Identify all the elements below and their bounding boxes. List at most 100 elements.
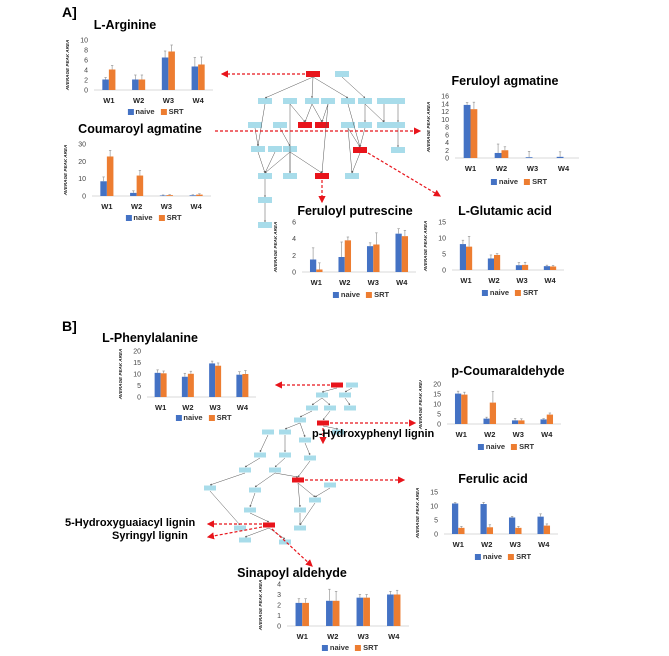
bar-naive-w4 <box>543 266 550 270</box>
bar-naive-w3 <box>159 195 167 196</box>
bar-srt-w4 <box>196 194 203 196</box>
x-tick-label: W2 <box>182 403 193 412</box>
legend-item-naive: naive <box>481 288 510 297</box>
bar-naive-w2 <box>480 504 487 534</box>
compound-node <box>391 98 405 104</box>
legend-swatch-naive <box>490 179 497 186</box>
y-axis-label: AVERAGE PEAK AREA <box>273 222 278 274</box>
compound-node <box>249 487 261 493</box>
bar-srt-w1 <box>106 156 114 196</box>
legend-item-srt: SRT <box>508 552 531 561</box>
p-hydroxyphenyl-lignin-label: p-Hydroxyphenyl lignin <box>312 428 435 440</box>
chart-legend: naive SRT <box>477 442 534 451</box>
bar-srt-w2 <box>489 402 497 424</box>
chart-feruloyl-agmatine: AVERAGE PEAK AREA 0 2 4 6 8 10 12 14 16 W1 W2 W3 W4 <box>423 92 583 179</box>
chart-title-feruloyl-putrescine: Feruloyl putrescine <box>297 204 413 218</box>
legend-label-naive: naive <box>482 552 503 561</box>
highlighted-compound-node <box>292 477 304 483</box>
compound-node <box>294 417 306 423</box>
bar-naive-w2 <box>338 257 345 272</box>
y-tick-label: 4 <box>84 68 88 75</box>
legend-swatch-srt <box>524 179 531 186</box>
pathway-edge <box>344 387 353 393</box>
compound-node <box>299 437 311 443</box>
y-tick-label: 8 <box>445 125 449 132</box>
bar-srt-w2 <box>486 527 494 534</box>
x-tick-label: W1 <box>465 164 476 173</box>
pathway-edge <box>321 103 329 123</box>
compound-node <box>258 222 272 228</box>
y-tick-label: 6 <box>445 132 449 139</box>
legend-item-srt: SRT <box>160 107 184 116</box>
compound-node <box>332 429 344 435</box>
pathway-edge <box>289 151 323 174</box>
y-tick-label: 0 <box>292 270 296 277</box>
legend-label-srt: SRT <box>216 413 232 422</box>
legend-label-naive: naive <box>489 288 510 297</box>
pathway-edge <box>264 151 291 174</box>
y-tick-label: 20 <box>133 349 141 356</box>
pathway-edge <box>299 410 313 418</box>
legend-item-srt: SRT <box>515 288 538 297</box>
y-axis-label: AVERAGE PEAK AREA <box>65 40 70 92</box>
compound-node <box>358 98 372 104</box>
bar-naive-w1 <box>454 393 462 424</box>
bar-srt-w4 <box>242 374 249 397</box>
bar-naive-w3 <box>525 157 533 158</box>
bar-naive-w2 <box>132 79 139 90</box>
highlighted-compound-node <box>263 522 275 528</box>
bar-srt-w1 <box>108 69 116 90</box>
legend-swatch-srt <box>158 215 165 222</box>
compound-node <box>254 452 266 458</box>
x-tick-label: W1 <box>453 540 464 549</box>
pathway-edge <box>259 434 269 453</box>
pathway-edge <box>209 472 246 486</box>
chart-coumaroyl-agmatine: AVERAGE PEAK AREA 0 10 20 30 W1 W2 W3 W4 <box>60 140 215 217</box>
highlighted-compound-node <box>315 122 329 128</box>
highlighted-compound-node <box>298 122 312 128</box>
legend-label-srt: SRT <box>516 552 532 561</box>
y-axis-label: AVERAGE PEAK AREA <box>415 488 420 539</box>
bar-naive-w1 <box>295 602 303 626</box>
bar-naive-w4 <box>387 594 394 626</box>
pathway-edge <box>364 103 385 123</box>
highlighted-compound-node <box>306 71 320 77</box>
y-tick-label: 10 <box>441 117 449 124</box>
pathway-edge <box>289 103 306 123</box>
y-tick-label: 0 <box>437 422 441 429</box>
compound-node <box>279 539 291 545</box>
x-tick-label: W3 <box>368 278 379 287</box>
legend-swatch-naive <box>125 215 132 222</box>
compound-node <box>304 455 316 461</box>
pathway-edge <box>347 103 361 148</box>
y-tick-label: 12 <box>441 109 449 116</box>
legend-swatch-naive <box>127 109 134 116</box>
x-tick-label: W1 <box>101 202 112 211</box>
pathway-edge <box>297 482 316 498</box>
x-tick-label: W2 <box>133 96 144 105</box>
bar-srt-w2 <box>187 373 194 397</box>
highlighted-compound-node <box>353 147 367 153</box>
x-tick-label: W2 <box>327 632 338 641</box>
legend-label-naive: naive <box>329 643 350 652</box>
compound-node <box>234 525 246 531</box>
y-axis-label: AVERAGE PEAK AREA <box>258 580 263 631</box>
bar-naive-w1 <box>154 372 161 397</box>
pathway-edge <box>299 422 306 438</box>
pathway-edge <box>351 152 361 174</box>
compound-node <box>239 467 251 473</box>
y-tick-label: 10 <box>438 236 446 243</box>
bar-srt-w1 <box>458 527 465 534</box>
y-tick-label: 10 <box>133 372 141 379</box>
legend-item-srt: SRT <box>158 213 182 222</box>
compound-node <box>324 482 336 488</box>
bar-srt-w4 <box>198 64 205 90</box>
y-tick-label: 16 <box>441 94 449 101</box>
y-tick-label: 8 <box>84 48 88 55</box>
legend-item-naive: naive <box>332 290 360 299</box>
compound-node <box>294 507 306 513</box>
pathway-edge <box>321 387 338 393</box>
chart-l-phenylalanine: AVERAGE PEAK AREA 0 5 10 15 20 W1 W2 W3 W4 <box>115 347 260 418</box>
bar-naive-w3 <box>209 363 216 397</box>
legend-item-naive: naive <box>477 442 505 451</box>
